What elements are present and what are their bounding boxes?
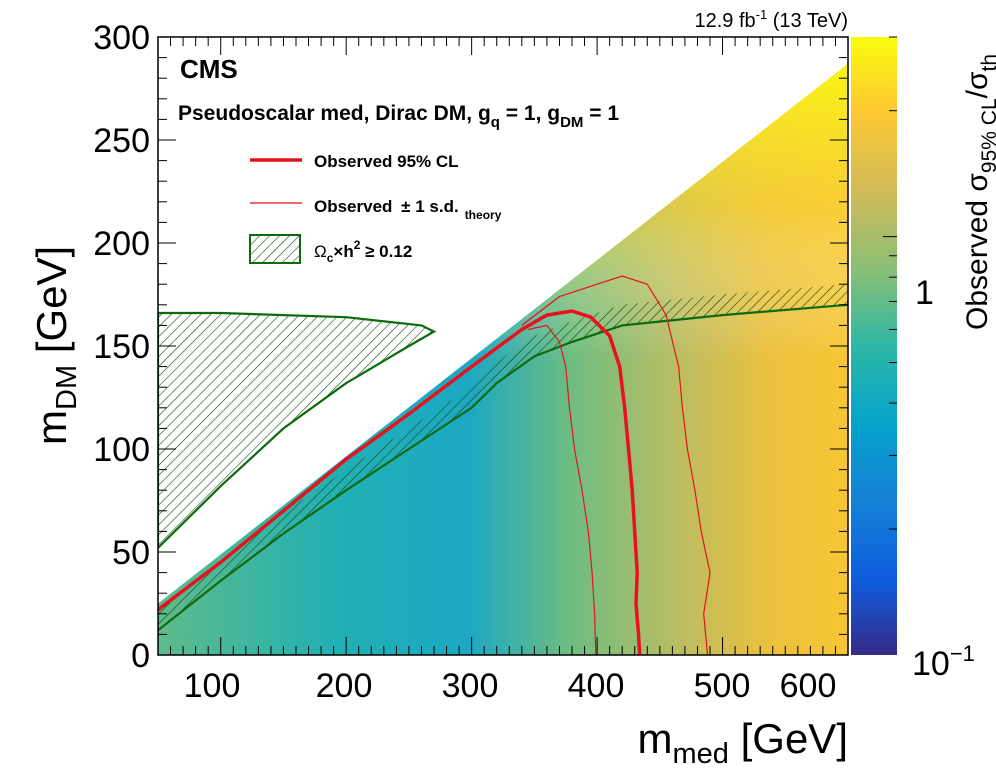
x-tick-label: 300	[442, 667, 499, 705]
y-tick-label: 50	[112, 534, 150, 572]
model-label: Pseudoscalar med, Dirac DM, gq = 1, gDM …	[178, 102, 619, 131]
legend-relic-label: Ωc×h2 ≥ 0.12	[314, 238, 412, 265]
y-tick-label: 250	[93, 122, 150, 160]
legend-relic-swatch	[249, 234, 301, 264]
x-tick-label: 500	[694, 667, 751, 705]
x-tick-label: 100	[184, 667, 241, 705]
y-tick-label: 0	[131, 637, 150, 675]
y-tick-label: 200	[93, 225, 150, 263]
observed-plus-1sd-contour	[521, 275, 711, 655]
color-scale-bar	[851, 37, 897, 655]
legend-observed-label: Observed 95% CL	[314, 152, 459, 171]
y-tick-label: 300	[93, 19, 150, 57]
y-axis-ticks	[158, 36, 848, 656]
legend-observed-sd-label: Observed ± 1 s.d. theory	[314, 197, 502, 222]
color-scale-ticks	[883, 36, 897, 530]
x-axis-title: mmed [GeV]	[638, 715, 848, 770]
z-axis-title: Observed σ95% CL/σth	[961, 54, 996, 330]
luminosity-label: 12.9 fb-1 (13 TeV)	[694, 7, 848, 32]
relic-density-upper-line	[158, 311, 437, 549]
x-tick-label: 400	[568, 667, 625, 705]
observed-95cl-contour	[158, 309, 642, 655]
z-tick-label-1: 1	[915, 274, 934, 312]
x-tick-label: 200	[316, 667, 373, 705]
observed-minus-1sd-contour	[527, 324, 597, 655]
y-tick-label: 150	[93, 328, 150, 366]
relic-density-lower-line	[158, 303, 848, 632]
z-tick-label-01: 10−1	[912, 641, 975, 683]
experiment-label: CMS	[180, 54, 238, 84]
y-tick-label: 100	[93, 431, 150, 469]
y-axis-title: mDM [GeV]	[28, 246, 83, 445]
x-axis-ticks	[157, 37, 849, 655]
legend: Observed 95% CL Observed ± 1 s.d. theory …	[249, 152, 502, 265]
x-tick-label: 600	[780, 667, 837, 705]
